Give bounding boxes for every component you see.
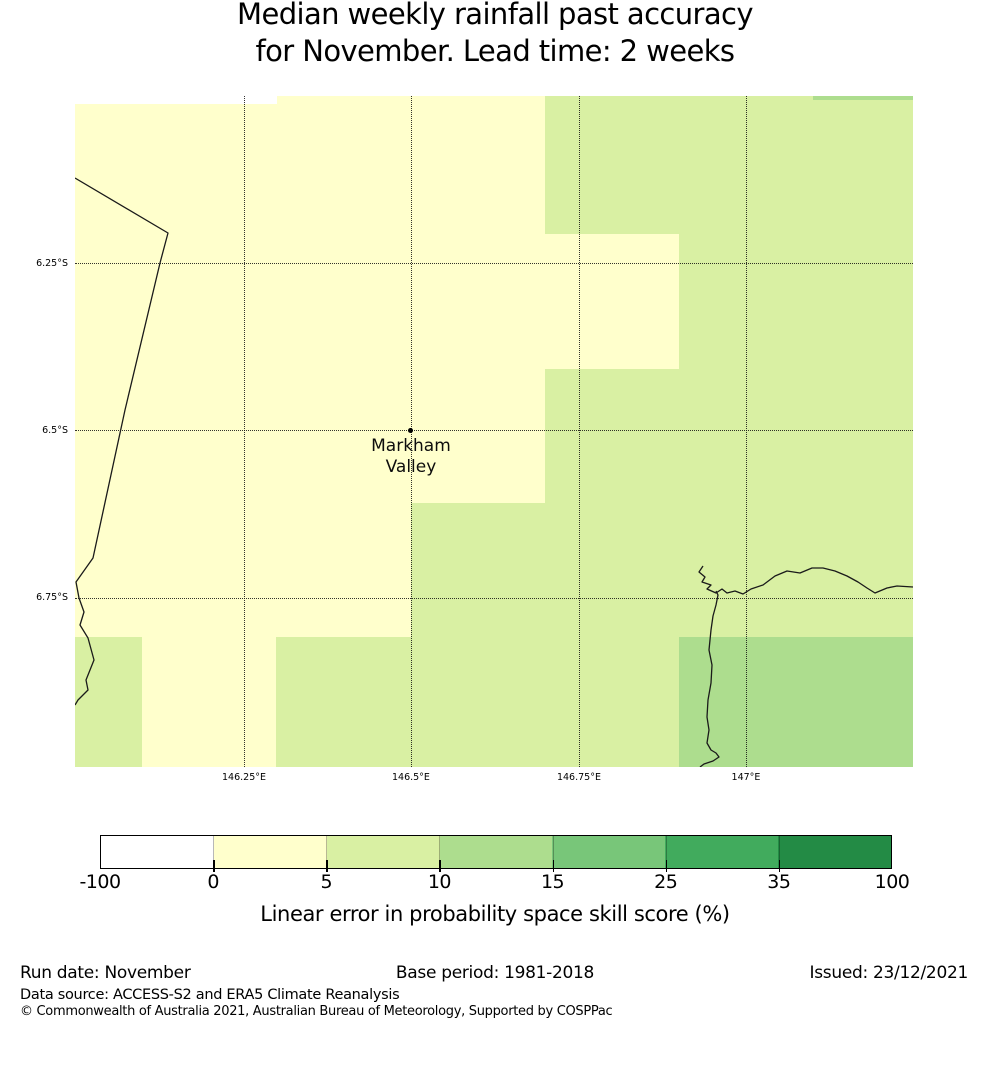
colorbar-tick-label: 25 [654,871,678,893]
figure-title-line1: Median weekly rainfall past accuracy [237,0,754,31]
colorbar-segment [665,836,779,868]
colorbar-divider [213,835,215,869]
coastline-svg [75,177,913,767]
x-tick-label: 146.75°E [556,772,601,783]
footer-row: Run date: November Base period: 1981-201… [0,963,990,983]
x-tick-label: 147°E [731,772,761,783]
colorbar-tick [665,860,668,872]
y-tick-label: 6.75°S [36,592,68,603]
colorbar-divider [665,835,667,869]
colorbar-divider [778,835,780,869]
colorbar-segment [778,836,892,868]
colorbar-segment [326,836,440,868]
map-region [679,637,913,767]
gridline-horizontal [75,263,913,264]
colorbar-tick-label: 5 [320,871,333,893]
colorbar-label: Linear error in probability space skill … [260,902,730,926]
x-tick-label: 146.25°E [222,772,267,783]
map-region [276,637,412,767]
footer-data-source: Data source: ACCESS-S2 and ERA5 Climate … [20,987,400,1003]
colorbar [100,835,892,869]
gridline-vertical [244,96,246,767]
gridline-horizontal [75,597,913,599]
footer-run-date: Run date: November [20,963,191,983]
colorbar-segment [101,836,214,868]
figure-title-line2: for November. Lead time: 2 weeks [255,34,736,68]
map-region [410,503,545,767]
map-region [545,234,680,370]
y-tick-label: 6.25°S [36,257,68,269]
colorbar-segment [439,836,553,868]
gridline-vertical [745,96,747,767]
coastline-path [698,565,913,595]
map-region [75,96,278,104]
colorbar-divider [439,835,441,869]
marker-label: Markham Valley [371,436,451,478]
map-region [813,96,913,101]
footer-copyright: © Commonwealth of Australia 2021, Austra… [20,1004,613,1019]
coastline-path [699,590,720,767]
marker-label-line1: Markham [371,436,451,457]
colorbar-segment [213,836,327,868]
colorbar-tick-label: 35 [767,871,791,893]
colorbar-tick [552,860,554,872]
coastline-path [75,177,169,706]
footer-issued: Issued: 23/12/2021 [809,963,969,983]
gridline-horizontal [75,430,913,432]
colorbar-tick [326,860,328,872]
colorbar-divider [326,835,328,869]
figure-title: Median weekly rainfall past accuracy for… [0,0,990,70]
colorbar-tick [213,860,215,872]
gridline-vertical [578,96,580,767]
colorbar-segment [552,836,666,868]
colorbar-tick-label: 10 [427,871,452,893]
colorbar-tick-label: 15 [540,871,565,893]
footer-base-period: Base period: 1981-2018 [395,963,595,983]
marker-dot [408,427,414,433]
colorbar-tick-label: 100 [874,871,910,893]
map-region [75,637,143,767]
marker-label-line2: Valley [385,457,437,478]
colorbar-tick [439,860,441,872]
y-tick-label: 6.5°S [42,424,68,436]
map-plot: Markham Valley [75,96,913,767]
colorbar-tick [778,860,781,872]
colorbar-tick-label: -100 [79,871,121,893]
colorbar-tick-label: 0 [207,871,219,893]
x-tick-label: 146.5°E [391,772,430,783]
colorbar-divider [552,835,554,869]
